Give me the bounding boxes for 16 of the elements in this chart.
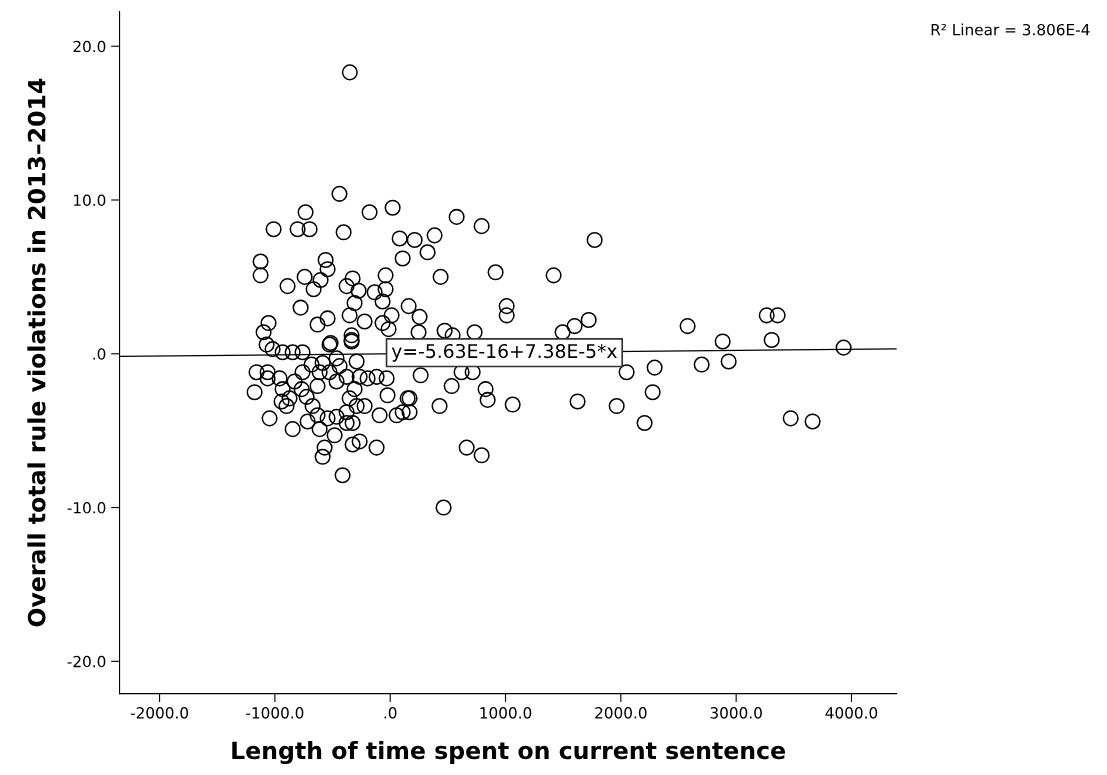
- y-axis-title: Overall total rule violations in 2013–2014: [27, 78, 46, 627]
- x-tick-label: 3000.0: [710, 707, 762, 719]
- x-axis-title: Length of time spent on current sentence: [232, 741, 785, 765]
- y-tick-label: 20.0: [73, 40, 106, 53]
- x-tick-label: 2000.0: [595, 707, 647, 719]
- annotation: y=-5.63E-16+7.38E-5*x: [391, 343, 617, 362]
- text: R² Linear = 3.806E-4: [931, 23, 1090, 36]
- y-tick-label: -10.0: [67, 502, 106, 514]
- x-tick-label: 4000.0: [825, 707, 878, 719]
- y-tick-label: .0: [93, 348, 106, 360]
- x-tick-label: -2000.0: [130, 707, 189, 719]
- x-tick-label: -1000.0: [246, 707, 304, 719]
- y-tick-label: 10.0: [74, 194, 106, 207]
- x-tick-label: 1000.0: [480, 707, 532, 719]
- x-tick-label: .0: [384, 707, 397, 719]
- y-tick-label: -20.0: [67, 655, 106, 668]
